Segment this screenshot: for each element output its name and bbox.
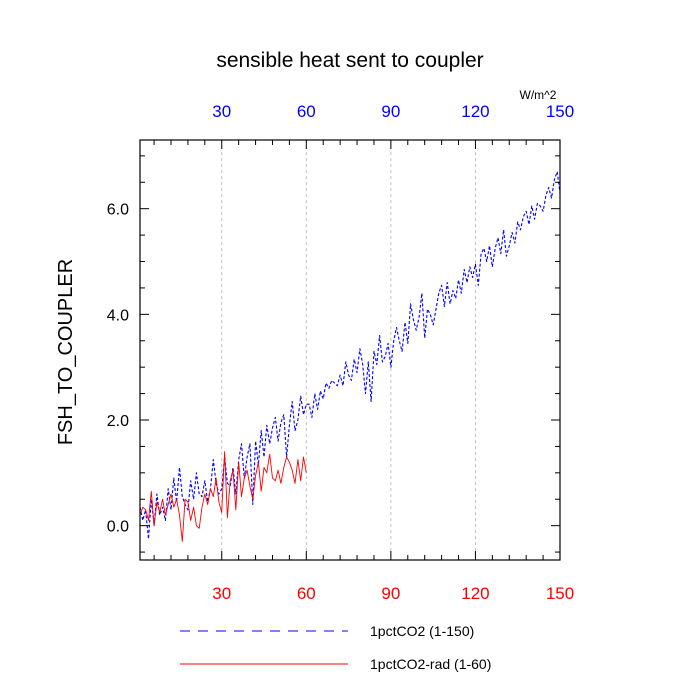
legend-label-2: 1pctCO2-rad (1-60) [370, 656, 491, 672]
x-tick-label-bottom: 30 [212, 584, 231, 603]
x-tick-label-bottom: 150 [546, 584, 574, 603]
x-tick-label-top: 150 [546, 102, 574, 121]
axis-ticks: 30 30 60 60 90 90 120 120 150 150 0.0 2.0 4.0 6.0 [107, 102, 574, 603]
plot-frame [139, 139, 561, 561]
x-tick-label-bottom: 90 [381, 584, 400, 603]
series-lines [139, 171, 561, 542]
x-tick-label-top: 60 [297, 102, 316, 121]
y-tick-label: 6.0 [107, 202, 129, 219]
series-line-2 [139, 451, 307, 542]
chart-title: sensible heat sent to coupler [216, 49, 483, 72]
x-tick-label-top: 30 [212, 102, 231, 121]
y-axis-label: FSH_TO_COUPLER [55, 259, 77, 445]
legend: 1pctCO2 (1-150) 1pctCO2-rad (1-60) [180, 623, 491, 672]
y-tick-label: 4.0 [107, 307, 129, 324]
x-tick-label-top: 120 [461, 102, 489, 121]
grid-lines [221, 140, 476, 560]
x-tick-label-bottom: 60 [297, 584, 316, 603]
x-tick-label-top: 90 [381, 102, 400, 121]
x-tick-label-bottom: 120 [461, 584, 489, 603]
y-tick-label: 0.0 [107, 519, 129, 536]
y-tick-label: 2.0 [107, 413, 129, 430]
series-line-1 [139, 171, 561, 540]
top-axis-units: W/m^2 [520, 88, 557, 102]
legend-label-1: 1pctCO2 (1-150) [370, 623, 474, 639]
